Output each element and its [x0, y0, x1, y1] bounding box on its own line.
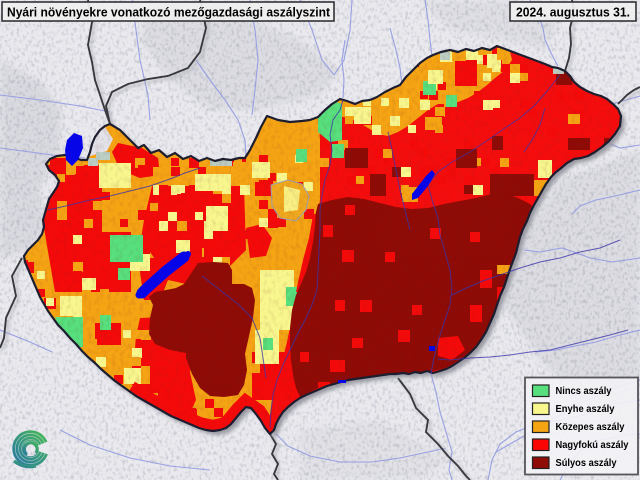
svg-text:Enyhe aszály: Enyhe aszály [556, 403, 615, 415]
svg-text:Nincs aszály: Nincs aszály [556, 385, 612, 397]
svg-text:Közepes aszály: Közepes aszály [556, 421, 625, 433]
svg-text:Nyári növényekre vonatkozó mez: Nyári növényekre vonatkozó mezőgazdasági… [7, 5, 331, 20]
svg-text:2024. augusztus 31.: 2024. augusztus 31. [516, 5, 630, 20]
svg-text:Súlyos aszály: Súlyos aszály [556, 457, 617, 469]
svg-text:Nagyfokú aszály: Nagyfokú aszály [556, 439, 629, 451]
